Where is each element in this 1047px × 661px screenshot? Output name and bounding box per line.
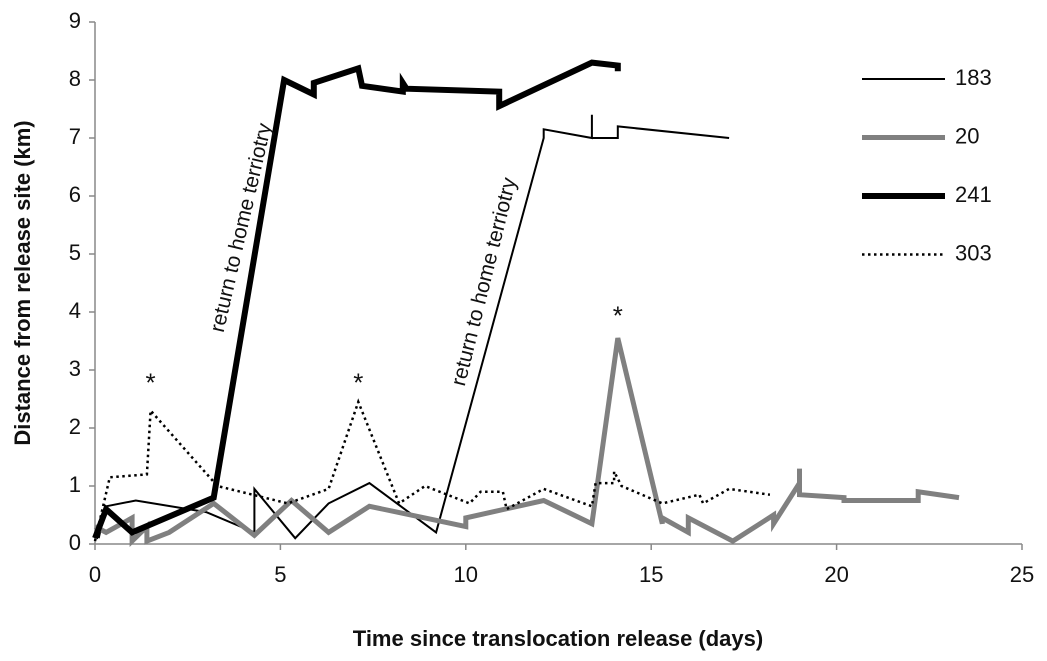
y-axis-title: Distance from release site (km) bbox=[10, 120, 35, 445]
x-axis-title: Time since translocation release (days) bbox=[353, 626, 763, 651]
annotation: * bbox=[146, 367, 156, 397]
annotation: return to home terriotry bbox=[206, 121, 277, 335]
series-line bbox=[93, 337, 960, 548]
y-tick-label: 2 bbox=[69, 414, 81, 439]
x-tick-label: 5 bbox=[274, 562, 286, 587]
y-tick-label: 0 bbox=[69, 530, 81, 555]
annotation: * bbox=[353, 367, 363, 397]
y-tick-label: 3 bbox=[69, 356, 81, 381]
x-tick-label: 0 bbox=[89, 562, 101, 587]
x-tick-label: 15 bbox=[639, 562, 663, 587]
series-line bbox=[97, 114, 730, 540]
annotation: * bbox=[613, 301, 623, 331]
series-line bbox=[92, 59, 621, 540]
legend-label: 183 bbox=[955, 65, 992, 90]
x-tick-label: 10 bbox=[454, 562, 478, 587]
y-tick-label: 5 bbox=[69, 240, 81, 265]
y-tick-label: 4 bbox=[69, 298, 81, 323]
y-tick-label: 1 bbox=[69, 472, 81, 497]
y-tick-label: 9 bbox=[69, 8, 81, 33]
y-tick-label: 6 bbox=[69, 182, 81, 207]
legend-label: 241 bbox=[955, 182, 992, 207]
y-tick-label: 7 bbox=[69, 124, 81, 149]
y-tick-label: 8 bbox=[69, 66, 81, 91]
legend-label: 20 bbox=[955, 123, 979, 148]
legend-label: 303 bbox=[955, 240, 992, 265]
x-tick-label: 25 bbox=[1010, 562, 1034, 587]
x-tick-label: 20 bbox=[824, 562, 848, 587]
